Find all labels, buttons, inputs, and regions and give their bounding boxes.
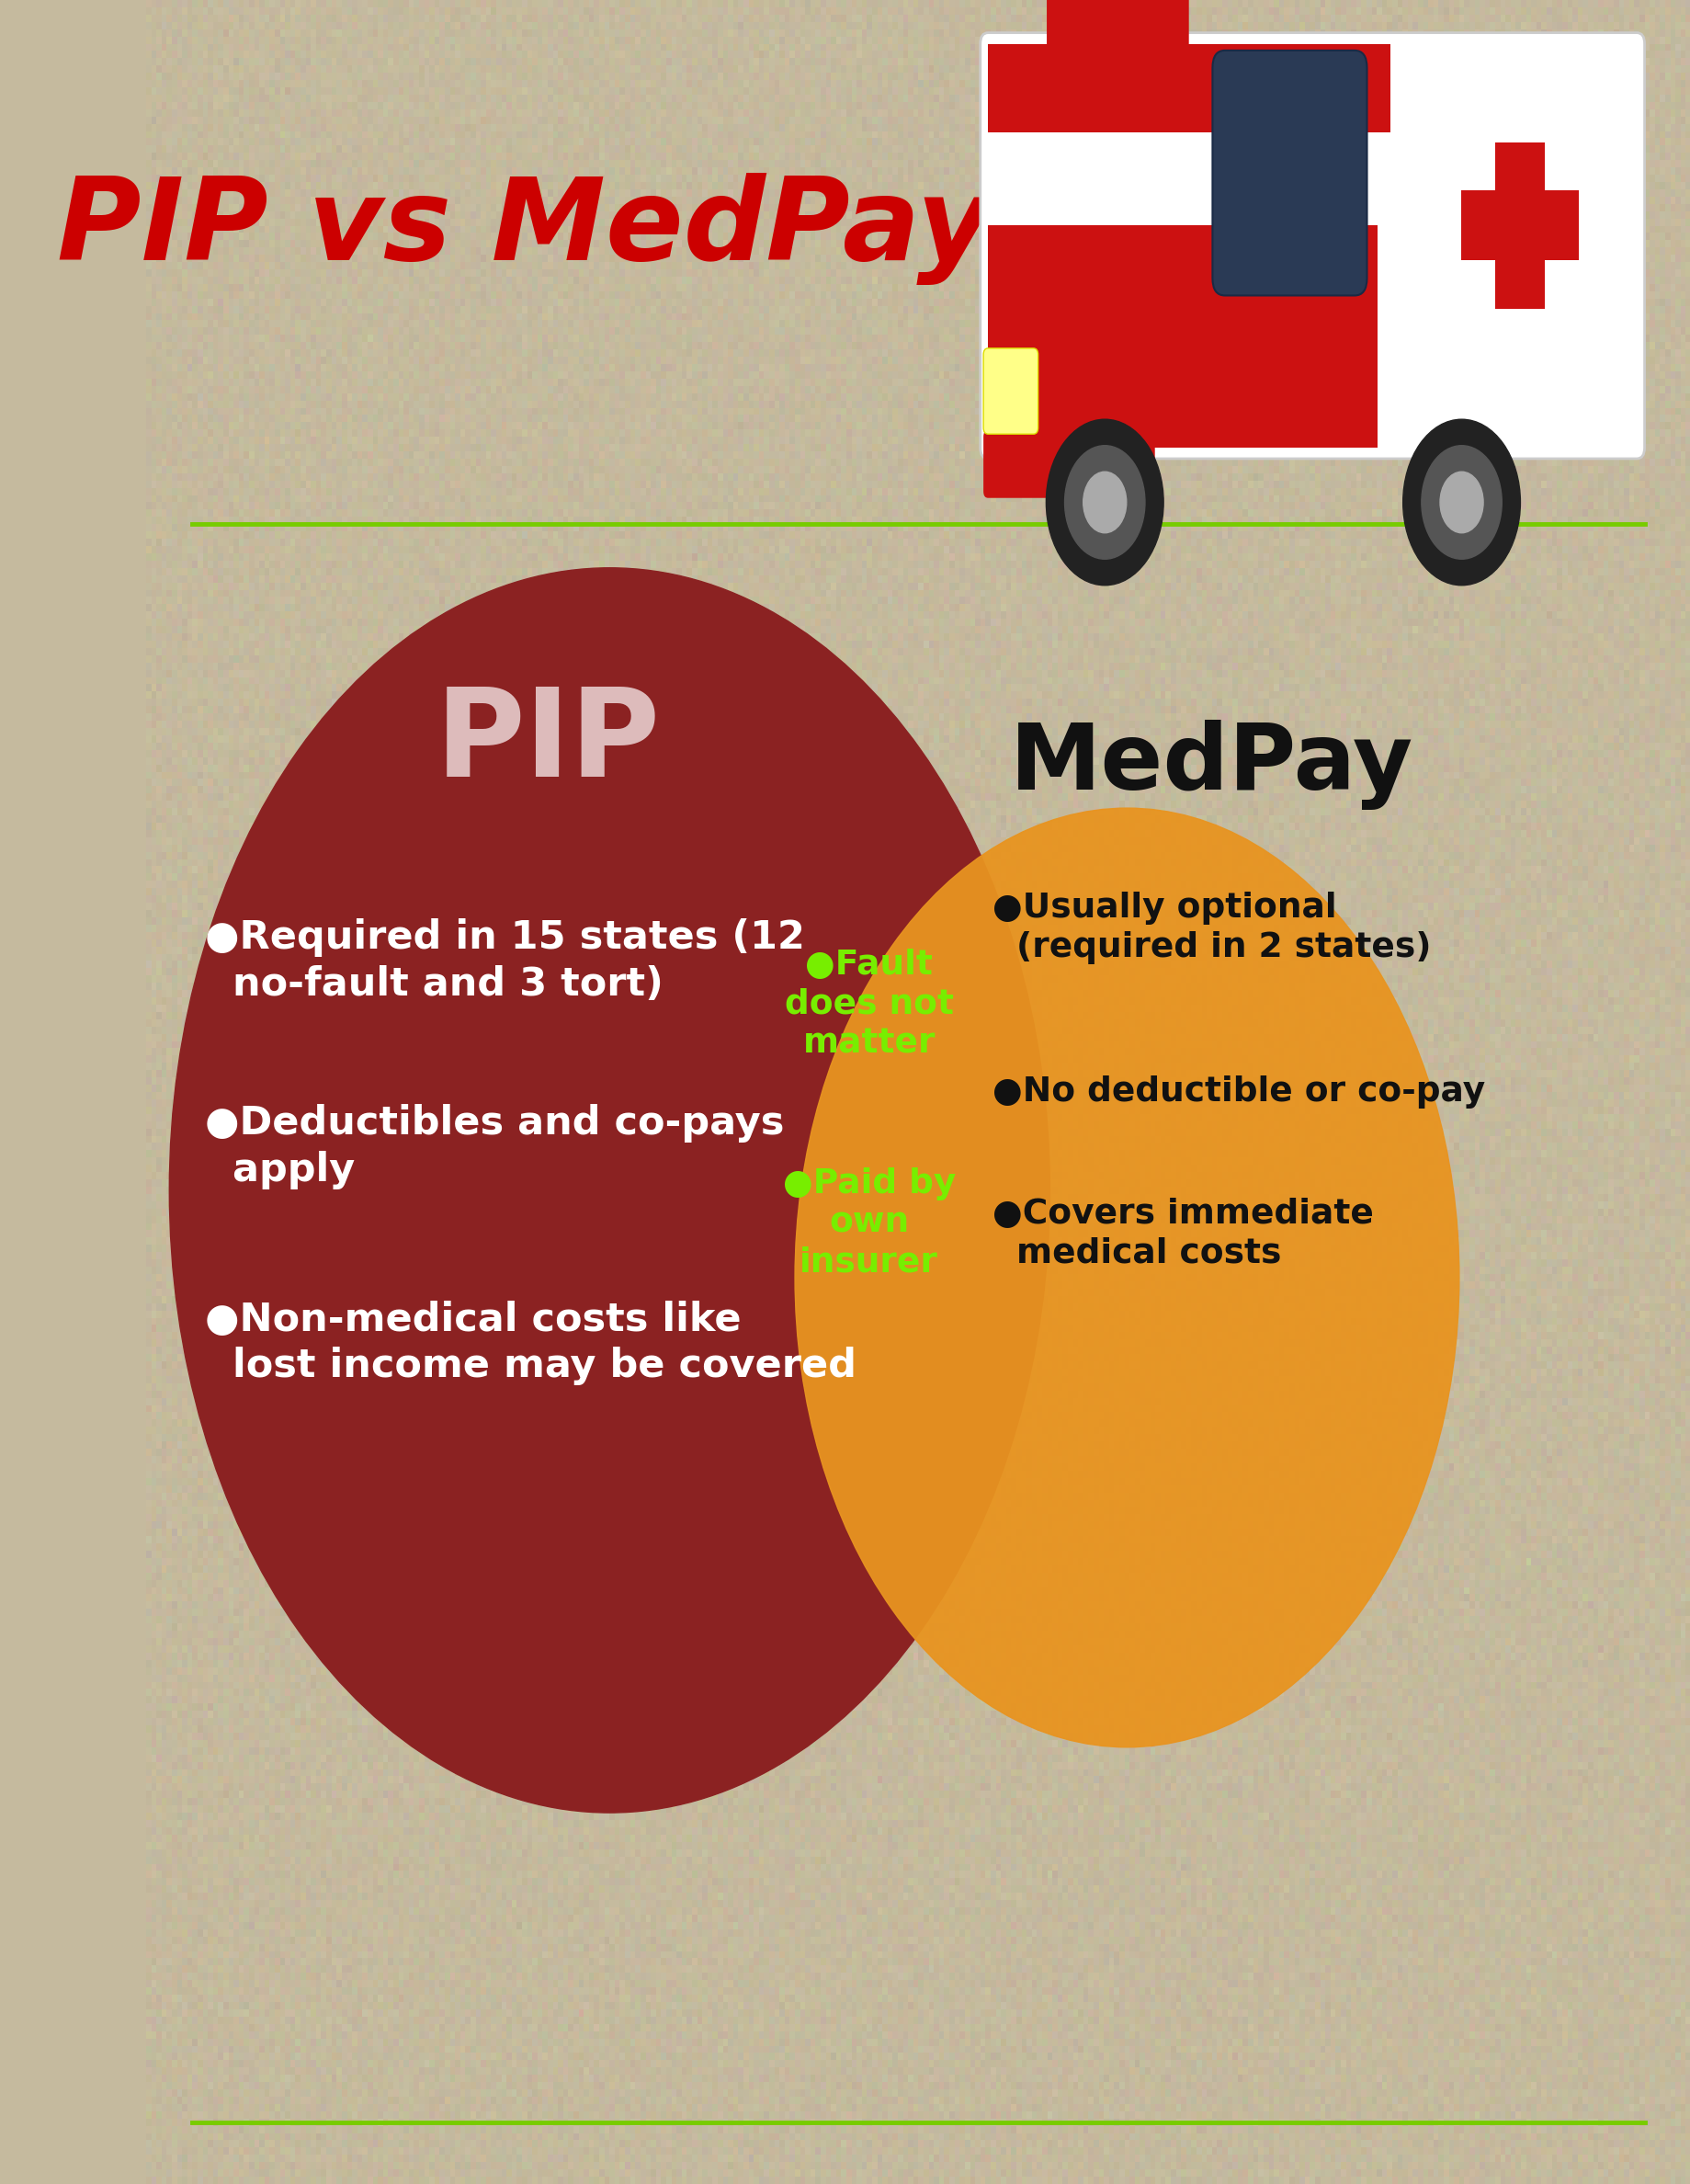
Text: ●Deductibles and co-pays
  apply: ●Deductibles and co-pays apply bbox=[204, 1105, 784, 1188]
FancyBboxPatch shape bbox=[980, 33, 1644, 459]
FancyBboxPatch shape bbox=[1046, 0, 1188, 52]
Polygon shape bbox=[987, 225, 1224, 448]
Circle shape bbox=[1046, 419, 1163, 585]
Text: ●No deductible or co-pay: ●No deductible or co-pay bbox=[992, 1075, 1486, 1109]
FancyBboxPatch shape bbox=[1460, 190, 1578, 260]
Circle shape bbox=[1421, 446, 1501, 559]
Circle shape bbox=[1083, 472, 1126, 533]
Text: ●Non-medical costs like
  lost income may be covered: ●Non-medical costs like lost income may … bbox=[204, 1302, 855, 1385]
FancyBboxPatch shape bbox=[984, 347, 1038, 435]
Text: MedPay: MedPay bbox=[1009, 719, 1413, 810]
FancyBboxPatch shape bbox=[987, 225, 1377, 448]
FancyBboxPatch shape bbox=[1212, 50, 1366, 295]
Circle shape bbox=[1065, 446, 1144, 559]
Circle shape bbox=[794, 808, 1458, 1747]
Text: ●Paid by
own
insurer: ●Paid by own insurer bbox=[782, 1166, 955, 1280]
Text: ●Fault
does not
matter: ●Fault does not matter bbox=[784, 948, 953, 1061]
Circle shape bbox=[169, 568, 1049, 1813]
Text: ●Usually optional
  (required in 2 states): ●Usually optional (required in 2 states) bbox=[992, 891, 1431, 965]
FancyBboxPatch shape bbox=[987, 44, 1389, 133]
Text: PIP: PIP bbox=[434, 684, 661, 802]
Text: ●Covers immediate
  medical costs: ●Covers immediate medical costs bbox=[992, 1197, 1374, 1271]
FancyBboxPatch shape bbox=[1460, 190, 1578, 260]
Text: PIP vs MedPay: PIP vs MedPay bbox=[57, 173, 992, 286]
Circle shape bbox=[1403, 419, 1519, 585]
FancyBboxPatch shape bbox=[1494, 142, 1545, 308]
Text: ●Required in 15 states (12
  no-fault and 3 tort): ●Required in 15 states (12 no-fault and … bbox=[204, 919, 804, 1002]
FancyBboxPatch shape bbox=[1494, 142, 1545, 308]
FancyBboxPatch shape bbox=[984, 430, 1154, 498]
FancyBboxPatch shape bbox=[1448, 124, 1590, 325]
Circle shape bbox=[1440, 472, 1482, 533]
